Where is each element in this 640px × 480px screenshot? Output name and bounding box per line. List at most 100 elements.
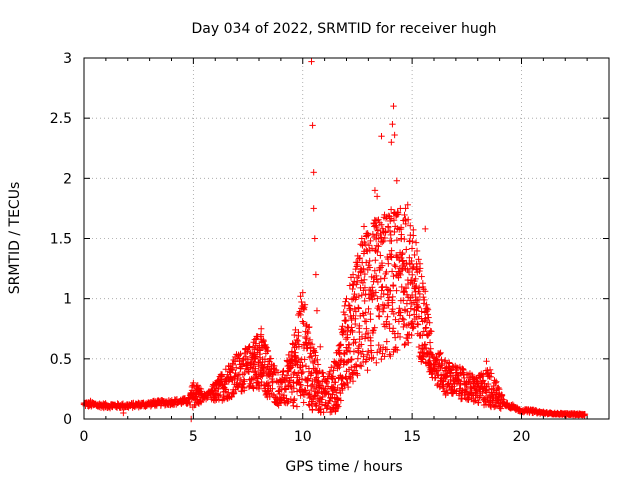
data-point	[241, 378, 248, 385]
data-point	[386, 227, 394, 235]
data-point	[413, 307, 420, 314]
data-point	[267, 355, 275, 362]
data-point	[361, 270, 369, 278]
data-point	[348, 364, 355, 371]
data-point	[387, 287, 394, 295]
data-point	[281, 378, 289, 386]
data-point	[179, 396, 186, 403]
data-point	[353, 363, 360, 370]
data-point	[225, 389, 232, 396]
data-point	[370, 292, 378, 300]
data-point	[354, 278, 361, 286]
data-point	[356, 328, 363, 336]
data-point	[229, 361, 236, 369]
data-point	[347, 374, 354, 381]
data-point	[215, 385, 222, 393]
data-point	[415, 343, 423, 351]
data-point	[466, 378, 473, 385]
data-point	[399, 315, 406, 322]
data-point	[239, 356, 247, 364]
data-point	[290, 370, 297, 378]
data-point	[487, 373, 495, 381]
data-point	[354, 355, 362, 362]
data-point	[417, 349, 425, 357]
data-point	[320, 373, 327, 380]
data-point	[356, 254, 364, 262]
data-point	[373, 231, 380, 239]
data-point	[135, 400, 142, 407]
data-point	[392, 263, 399, 270]
data-point	[262, 343, 269, 350]
data-point	[362, 318, 370, 325]
data-point	[290, 402, 297, 410]
data-point	[540, 408, 547, 415]
data-point	[202, 396, 210, 403]
data-point	[371, 187, 379, 194]
data-point	[339, 374, 346, 381]
data-point	[465, 394, 472, 401]
data-point	[496, 391, 503, 399]
data-point	[307, 370, 315, 378]
y-tick-label: 1.5	[50, 232, 72, 248]
data-point	[349, 327, 356, 334]
data-point	[342, 335, 350, 343]
data-point	[383, 268, 390, 276]
data-point	[480, 377, 487, 384]
data-point	[399, 257, 407, 264]
data-point	[372, 289, 380, 296]
data-point	[251, 361, 258, 368]
data-point	[276, 390, 283, 398]
data-point	[355, 305, 362, 312]
data-point	[218, 373, 226, 381]
data-point	[306, 336, 314, 344]
data-point	[197, 398, 205, 405]
data-point	[393, 287, 400, 294]
data-point	[323, 379, 331, 387]
data-point	[359, 279, 367, 287]
data-point	[289, 340, 296, 347]
data-point	[384, 223, 392, 230]
y-tick-label: 0	[63, 412, 72, 428]
data-point	[421, 341, 428, 349]
data-point	[524, 406, 532, 413]
data-point	[377, 293, 385, 301]
data-point	[303, 335, 310, 342]
data-point	[375, 216, 382, 223]
data-point	[297, 293, 304, 300]
data-point	[415, 256, 422, 263]
data-point	[367, 310, 374, 318]
data-point	[220, 396, 228, 403]
data-point	[337, 397, 345, 404]
data-point	[294, 354, 302, 362]
data-point	[401, 235, 408, 243]
data-point	[385, 302, 392, 309]
data-point	[439, 384, 447, 392]
data-point	[490, 382, 497, 390]
data-point	[431, 374, 439, 382]
data-point	[356, 322, 363, 330]
data-point	[408, 245, 416, 252]
data-point	[483, 358, 490, 365]
data-point	[377, 230, 384, 238]
data-point	[348, 355, 355, 363]
data-point	[254, 379, 262, 386]
data-point	[486, 366, 494, 373]
data-point	[269, 379, 276, 386]
data-point	[437, 349, 444, 357]
data-point	[311, 357, 318, 365]
data-point	[355, 292, 363, 300]
data-point	[392, 344, 400, 351]
data-point	[394, 346, 401, 354]
data-point	[355, 349, 362, 356]
data-point	[348, 324, 355, 331]
data-point	[422, 325, 429, 332]
data-point	[251, 374, 259, 381]
data-point	[306, 323, 313, 331]
data-point	[369, 287, 376, 295]
data-point	[360, 353, 367, 360]
data-point	[362, 259, 370, 266]
data-point	[406, 254, 413, 261]
data-point	[398, 283, 405, 291]
data-point	[391, 131, 398, 139]
data-point	[385, 260, 392, 267]
